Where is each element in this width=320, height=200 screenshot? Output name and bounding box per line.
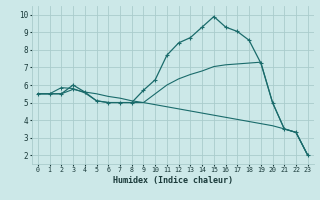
- X-axis label: Humidex (Indice chaleur): Humidex (Indice chaleur): [113, 176, 233, 185]
